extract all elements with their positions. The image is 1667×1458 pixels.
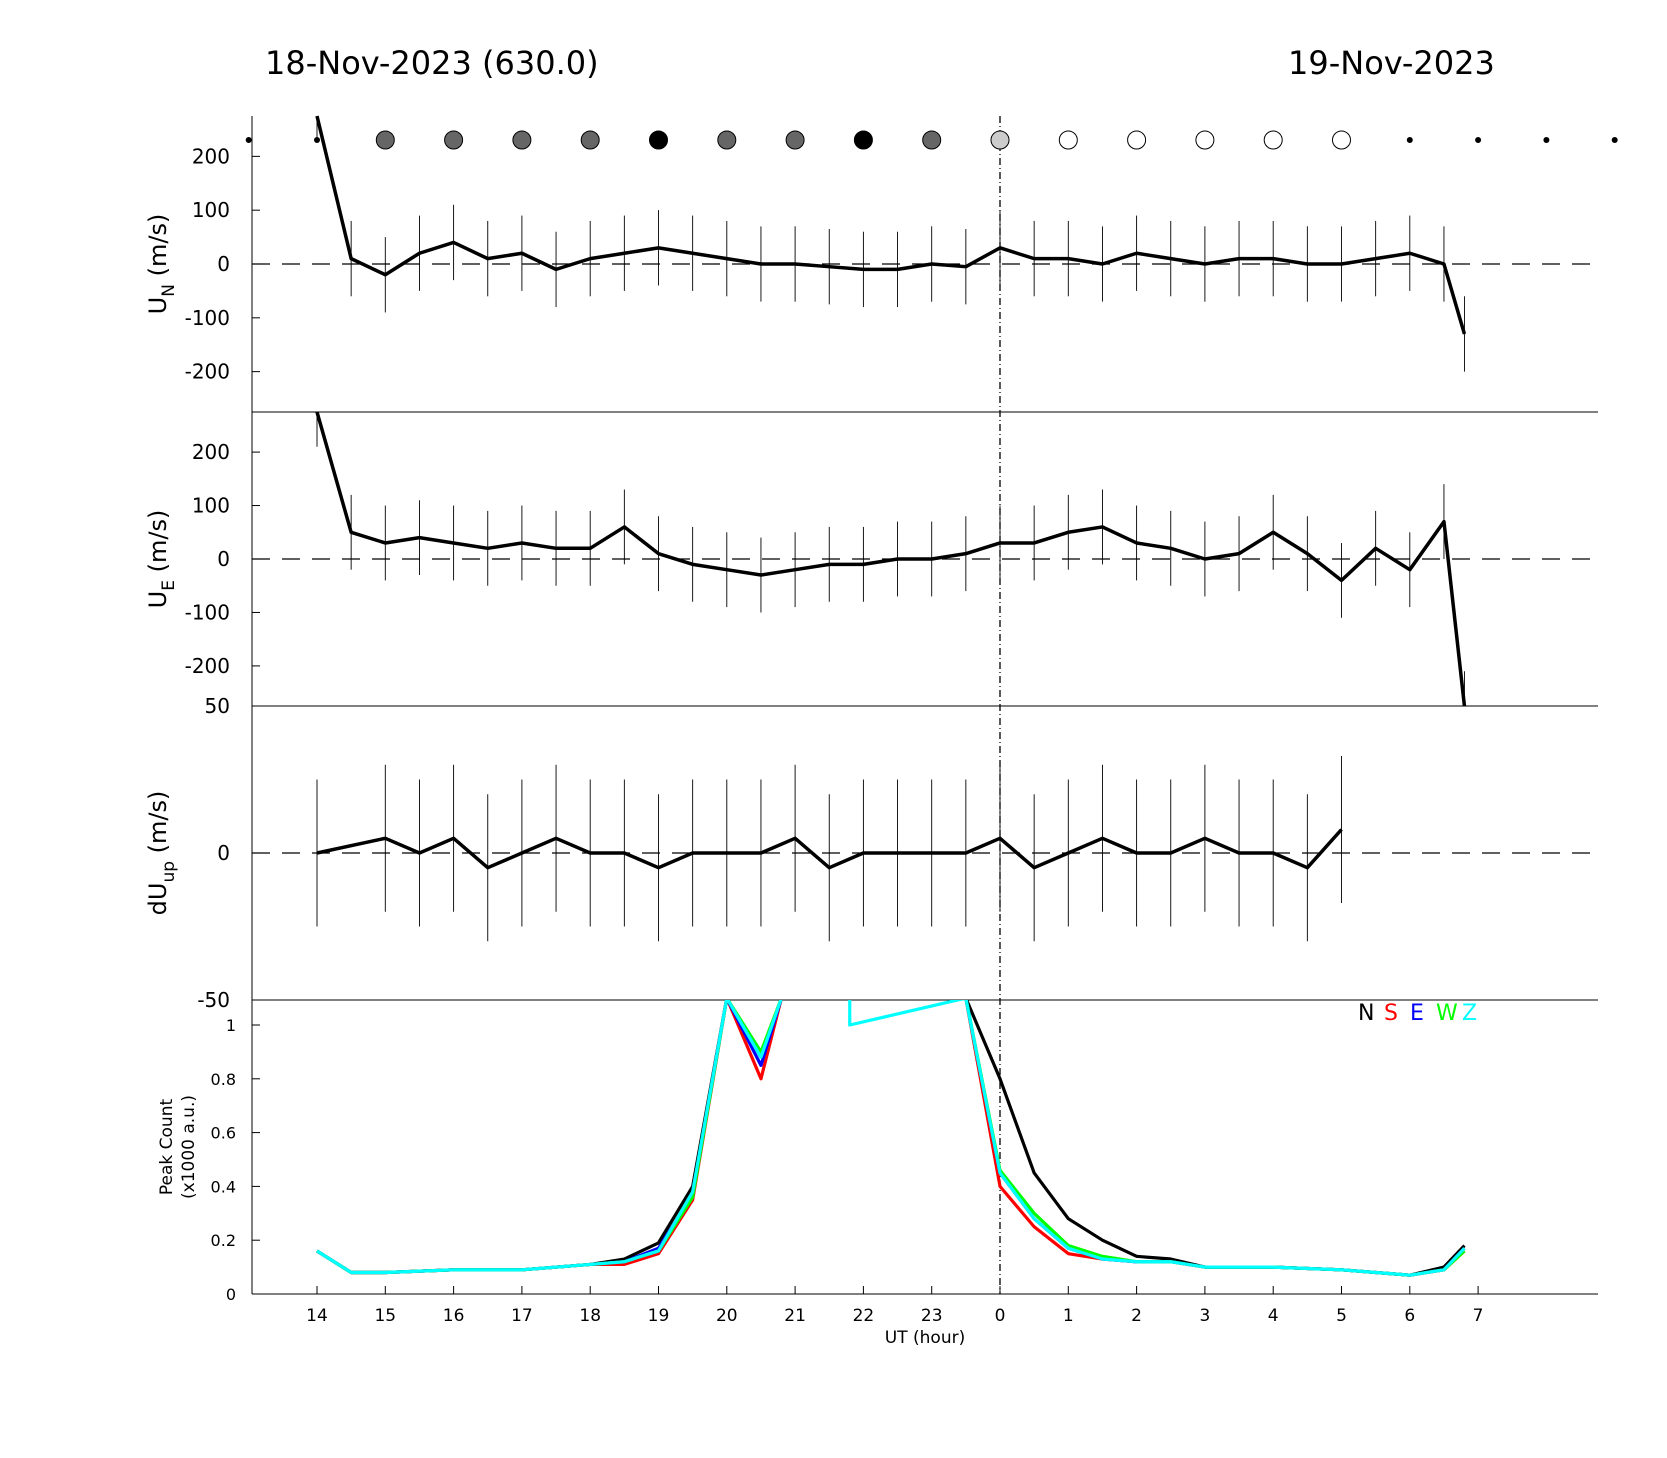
- legend-Z: Z: [1462, 1001, 1477, 1026]
- ytick-label-UE: -100: [185, 600, 230, 624]
- xtick-label: 7: [1473, 1306, 1484, 1326]
- xtick-label: 5: [1336, 1306, 1347, 1326]
- cloud-marker: [1332, 130, 1351, 150]
- ylabel-UN: UN (m/s): [144, 214, 179, 315]
- cloud-marker: [785, 130, 805, 150]
- series-line-E: [316, 1000, 1466, 1277]
- cloud-marker: [580, 130, 600, 150]
- ytick-label-UN: 200: [192, 144, 230, 168]
- legend-N: N: [1358, 1001, 1374, 1026]
- legend-E: E: [1410, 1001, 1424, 1026]
- ytick-label-UN: 100: [192, 198, 230, 222]
- ytick-label-dUup: 50: [205, 694, 230, 718]
- ylabel-peak: Peak Count: [157, 1099, 177, 1196]
- cloud-marker: [1543, 137, 1550, 143]
- peak-series-group: [316, 1000, 1466, 1277]
- cloud-marker: [990, 130, 1010, 150]
- cloud-marker: [922, 130, 942, 150]
- cloud-marker: [245, 137, 252, 143]
- ytick-label-UE: -200: [185, 654, 230, 678]
- cloud-marker: [314, 137, 320, 143]
- cloud-marker: [375, 130, 395, 150]
- ylabel2-peak: (x1000 a.u.): [179, 1095, 199, 1199]
- ylabel-dUup: dUup (m/s): [144, 791, 179, 916]
- series-line-S: [316, 1000, 1466, 1277]
- ytick-label-dUup: -50: [197, 988, 230, 1012]
- legend-S: S: [1384, 1001, 1398, 1026]
- legend-W: W: [1436, 1001, 1458, 1026]
- xtick-label: 19: [648, 1306, 670, 1326]
- xtick-label: 16: [443, 1306, 465, 1326]
- cloud-marker: [1127, 130, 1147, 150]
- series-line-UE: [315, 411, 1467, 707]
- cloud-marker: [512, 130, 532, 150]
- ytick-label-peak: 1: [226, 1016, 236, 1035]
- cloud-marker: [853, 130, 873, 150]
- axes-layer: [251, 116, 1598, 1295]
- xlabel: UT (hour): [885, 1328, 965, 1348]
- ytick-label-UE: 0: [217, 547, 230, 571]
- xtick-label: 18: [579, 1306, 601, 1326]
- cloud-marker: [649, 130, 668, 150]
- xtick-label: 2: [1131, 1306, 1142, 1326]
- cloud-marker: [1611, 137, 1618, 143]
- ytick-label-dUup: 0: [217, 841, 230, 865]
- series-line-dUup: [316, 828, 1343, 870]
- ytick-label-UE: 100: [192, 494, 230, 518]
- xtick-label: 4: [1268, 1306, 1279, 1326]
- cloud-marker: [1195, 130, 1215, 150]
- date-left-label: 18-Nov-2023 (630.0): [265, 44, 599, 82]
- cloud-marker: [1475, 137, 1482, 143]
- ytick-label-UN: -200: [185, 360, 230, 384]
- date-right-label: 19-Nov-2023: [1288, 44, 1495, 82]
- cloud-marker: [717, 130, 737, 150]
- series-line-Z: [316, 1000, 1466, 1277]
- xtick-label: 20: [716, 1306, 738, 1326]
- xtick-label: 1: [1063, 1306, 1074, 1326]
- ytick-label-peak: 0.6: [211, 1124, 236, 1143]
- cloud-marker: [1058, 130, 1078, 150]
- xtick-label: 17: [511, 1306, 533, 1326]
- xtick-label: 22: [853, 1306, 875, 1326]
- data-layer: [245, 115, 1618, 1277]
- xtick-label: 15: [374, 1306, 396, 1326]
- xtick-label: 14: [306, 1306, 328, 1326]
- cloud-marker: [444, 130, 464, 150]
- cloud-marker: [1406, 137, 1413, 143]
- series-line-N: [316, 1000, 1466, 1277]
- ytick-label-UN: 0: [217, 252, 230, 276]
- ytick-label-peak: 0: [226, 1285, 236, 1304]
- series-line-W: [316, 1000, 1466, 1277]
- ytick-label-UN: -100: [185, 306, 230, 330]
- ytick-label-peak: 0.8: [211, 1070, 236, 1089]
- xtick-label: 0: [995, 1306, 1006, 1326]
- ylabel-UE: UE (m/s): [144, 510, 179, 609]
- ytick-label-peak: 0.2: [211, 1231, 236, 1250]
- ytick-label-peak: 0.4: [211, 1177, 236, 1196]
- xtick-label: 21: [784, 1306, 806, 1326]
- xtick-label: 23: [921, 1306, 943, 1326]
- xtick-label: 3: [1199, 1306, 1210, 1326]
- cloud-marker: [1263, 130, 1283, 150]
- series-line-UN: [315, 115, 1467, 335]
- xtick-label: 6: [1404, 1306, 1415, 1326]
- ytick-label-UE: 200: [192, 440, 230, 464]
